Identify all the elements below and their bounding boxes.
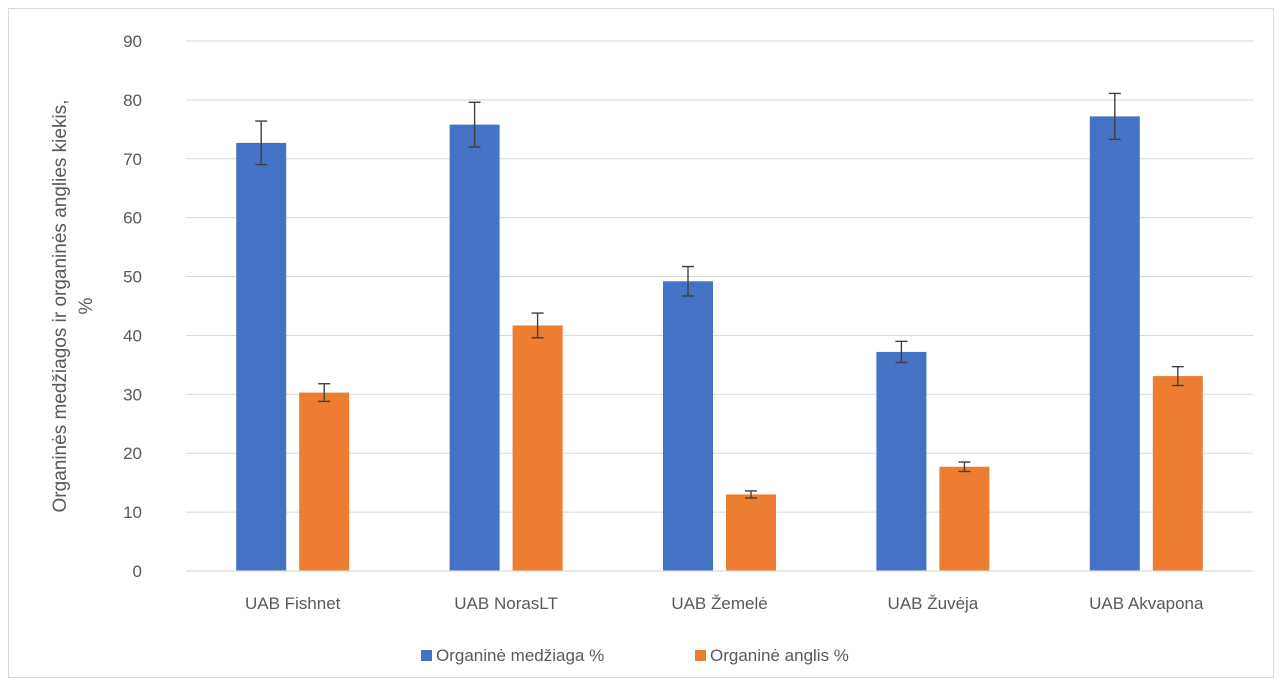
error-bar: [468, 101, 481, 148]
legend-swatch: [695, 650, 706, 661]
bar-organine-anglis: [1152, 376, 1203, 571]
y-tick-label: 50: [123, 268, 142, 287]
legend-label: Organinė anglis %: [710, 646, 849, 665]
y-tick-label: 60: [123, 209, 142, 228]
error-bar: [895, 340, 908, 364]
error-bar: [745, 490, 757, 499]
error-bar: [958, 461, 971, 473]
bars: [236, 116, 1203, 571]
x-axis-ticks: UAB Fishnet UAB NorasLT UAB Žemelė UAB Žuvė…: [245, 594, 1204, 613]
bar-organine-anglis: [512, 325, 563, 571]
bar-organine-anglis: [939, 466, 990, 571]
chart-frame: [8, 8, 1274, 678]
error-bar: [318, 383, 331, 403]
bar-organine-medziaga: [449, 124, 500, 571]
y-tick-label: 40: [123, 326, 142, 345]
x-tick-label: UAB Žuvėja: [888, 594, 979, 613]
bar-organine-medziaga: [663, 281, 713, 571]
y-axis-ticks: 0 10 20 30 40 50 60 70 80 90: [123, 32, 142, 581]
legend-swatch: [421, 650, 432, 661]
y-tick-label: 30: [123, 385, 142, 404]
y-axis-label-line2: %: [76, 297, 97, 314]
gridlines: [186, 40, 1253, 513]
error-bar: [1171, 365, 1184, 387]
y-axis-label: Organinės medžiagos ir organinės anglies…: [50, 100, 97, 513]
error-bar: [255, 120, 268, 166]
y-tick-label: 10: [123, 503, 142, 522]
bar-organine-medziaga: [236, 142, 287, 571]
error-bar: [531, 312, 544, 339]
error-bars: [255, 92, 1184, 499]
x-tick-label: UAB Fishnet: [245, 594, 341, 613]
legend-label: Organinė medžiaga %: [436, 646, 604, 665]
y-tick-label: 0: [133, 562, 142, 581]
y-tick-label: 80: [123, 91, 142, 110]
legend: Organinė medžiaga % Organinė anglis %: [421, 646, 849, 665]
x-tick-label: UAB Akvapona: [1089, 594, 1204, 613]
error-bar: [682, 265, 694, 297]
x-tick-label: UAB NorasLT: [454, 594, 558, 613]
y-tick-label: 70: [123, 150, 142, 169]
bar-organine-anglis: [299, 392, 350, 571]
bar-organine-medziaga: [1089, 116, 1140, 571]
bar-organine-medziaga: [876, 351, 927, 571]
y-axis-label-line1: Organinės medžiagos ir organinės anglies…: [50, 100, 71, 513]
y-tick-label: 90: [123, 32, 142, 51]
x-tick-label: UAB Žemelė: [671, 594, 767, 613]
error-bar: [1108, 92, 1121, 141]
bar-organine-anglis: [726, 494, 776, 571]
y-tick-label: 20: [123, 444, 142, 463]
